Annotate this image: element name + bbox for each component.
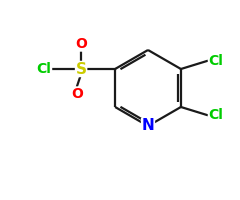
Text: O: O (71, 87, 83, 101)
Text: Cl: Cl (209, 108, 223, 122)
Text: S: S (76, 62, 87, 76)
Text: Cl: Cl (209, 54, 223, 68)
Text: N: N (142, 118, 154, 134)
Text: Cl: Cl (37, 62, 52, 76)
Text: O: O (75, 37, 87, 51)
